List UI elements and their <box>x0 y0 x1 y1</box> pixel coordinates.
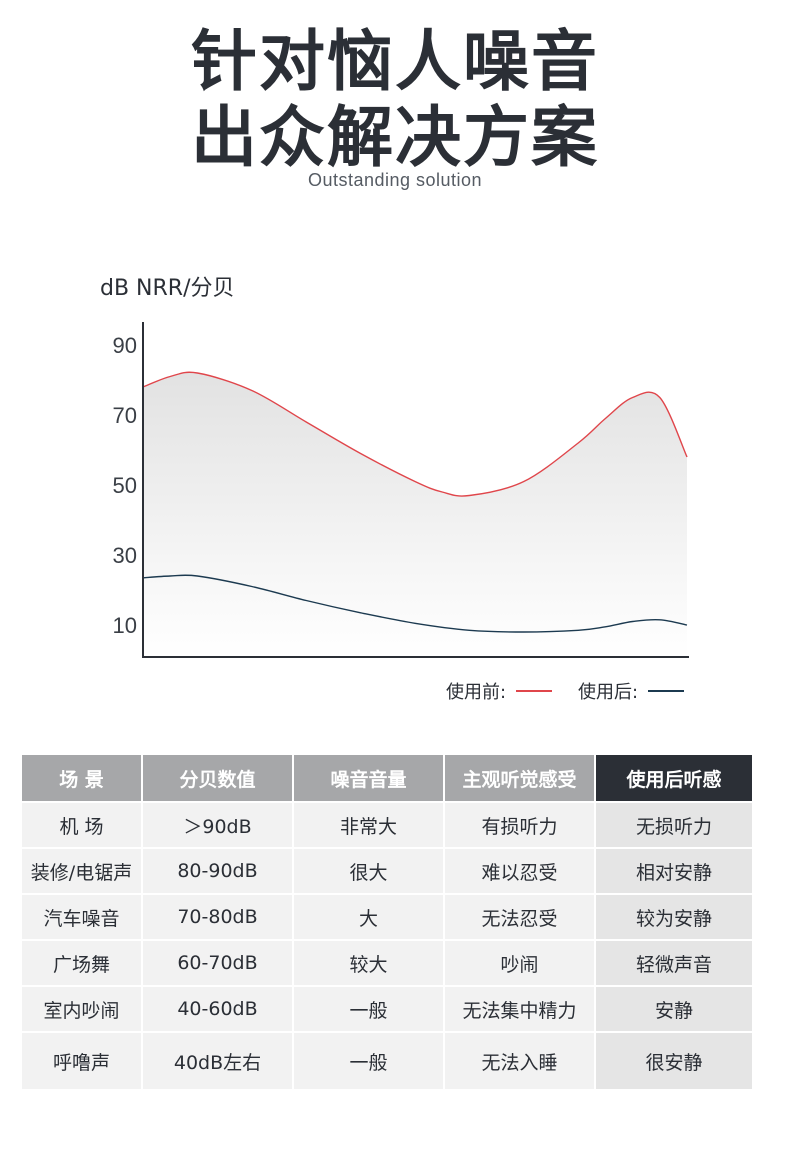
y-tick-label: 50 <box>113 473 137 498</box>
legend-label-after: 使用后: <box>578 682 639 703</box>
legend-item-before: 使用前: <box>446 678 553 704</box>
legend-swatch-after <box>648 690 685 692</box>
header-decibel: 分贝数值 <box>143 755 294 803</box>
cell-after-use: 轻微声音 <box>596 941 752 987</box>
table-row: 广场舞 60-70dB 较大 吵闹 轻微声音 <box>22 941 752 987</box>
legend-swatch-before <box>516 690 553 692</box>
table-row: 机 场 ＞90dB 非常大 有损听力 无损听力 <box>22 803 752 849</box>
cell-perception: 有损听力 <box>445 803 596 849</box>
table-header-row: 场 景 分贝数值 噪音音量 主观听觉感受 使用后听感 <box>22 755 752 803</box>
y-tick-label: 90 <box>113 333 137 358</box>
series-line-before <box>142 371 688 497</box>
header-volume: 噪音音量 <box>294 755 445 803</box>
cell-scene: 机 场 <box>22 803 143 849</box>
y-tick-label: 10 <box>113 613 137 638</box>
cell-after-use: 很安静 <box>596 1033 752 1091</box>
cell-decibel: 60-70dB <box>143 941 294 987</box>
cell-after-use: 相对安静 <box>596 849 752 895</box>
cell-scene: 呼噜声 <box>22 1033 143 1091</box>
header-after-use: 使用后听感 <box>596 755 752 803</box>
table-row: 装修/电锯声 80-90dB 很大 难以忍受 相对安静 <box>22 849 752 895</box>
legend-label-before: 使用前: <box>446 682 507 703</box>
table-row: 汽车噪音 70-80dB 大 无法忍受 较为安静 <box>22 895 752 941</box>
cell-perception: 无法集中精力 <box>445 987 596 1033</box>
page-title-line-2: 出众解决方案 <box>191 99 599 176</box>
table-row: 呼噜声 40dB左右 一般 无法入睡 很安静 <box>22 1033 752 1091</box>
cell-perception: 吵闹 <box>445 941 596 987</box>
cell-scene: 室内吵闹 <box>22 987 143 1033</box>
cell-decibel: 40-60dB <box>143 987 294 1033</box>
cell-decibel: 80-90dB <box>143 849 294 895</box>
cell-scene: 汽车噪音 <box>22 895 143 941</box>
legend-item-after: 使用后: <box>578 678 685 704</box>
cell-volume: 一般 <box>294 1033 445 1091</box>
cell-volume: 很大 <box>294 849 445 895</box>
cell-volume: 大 <box>294 895 445 941</box>
cell-after-use: 安静 <box>596 987 752 1033</box>
cell-scene: 装修/电锯声 <box>22 849 143 895</box>
cell-volume: 较大 <box>294 941 445 987</box>
page-title-line-1: 针对恼人噪音 <box>191 23 599 100</box>
cell-perception: 无法入睡 <box>445 1033 596 1091</box>
cell-volume: 非常大 <box>294 803 445 849</box>
chart-y-axis-label: dB NRR/分贝 <box>100 276 235 301</box>
header-scene: 场 景 <box>22 755 143 803</box>
noise-comparison-table: 场 景 分贝数值 噪音音量 主观听觉感受 使用后听感 机 场 ＞90dB 非常大… <box>22 755 752 1091</box>
y-tick-label: 30 <box>113 543 137 568</box>
cell-after-use: 无损听力 <box>596 803 752 849</box>
cell-decibel: 40dB左右 <box>143 1033 294 1091</box>
series-line-after <box>142 574 688 633</box>
table-row: 室内吵闹 40-60dB 一般 无法集中精力 安静 <box>22 987 752 1033</box>
cell-perception: 难以忍受 <box>445 849 596 895</box>
noise-chart: 90 70 50 30 10 <box>113 322 689 658</box>
cell-perception: 无法忍受 <box>445 895 596 941</box>
cell-after-use: 较为安静 <box>596 895 752 941</box>
series-area-before <box>143 372 687 657</box>
cell-decibel: 70-80dB <box>143 895 294 941</box>
cell-volume: 一般 <box>294 987 445 1033</box>
y-tick-label: 70 <box>113 403 137 428</box>
header-perception: 主观听觉感受 <box>445 755 596 803</box>
cell-decibel: ＞90dB <box>143 803 294 849</box>
page-subtitle: Outstanding solution <box>307 170 483 190</box>
cell-scene: 广场舞 <box>22 941 143 987</box>
